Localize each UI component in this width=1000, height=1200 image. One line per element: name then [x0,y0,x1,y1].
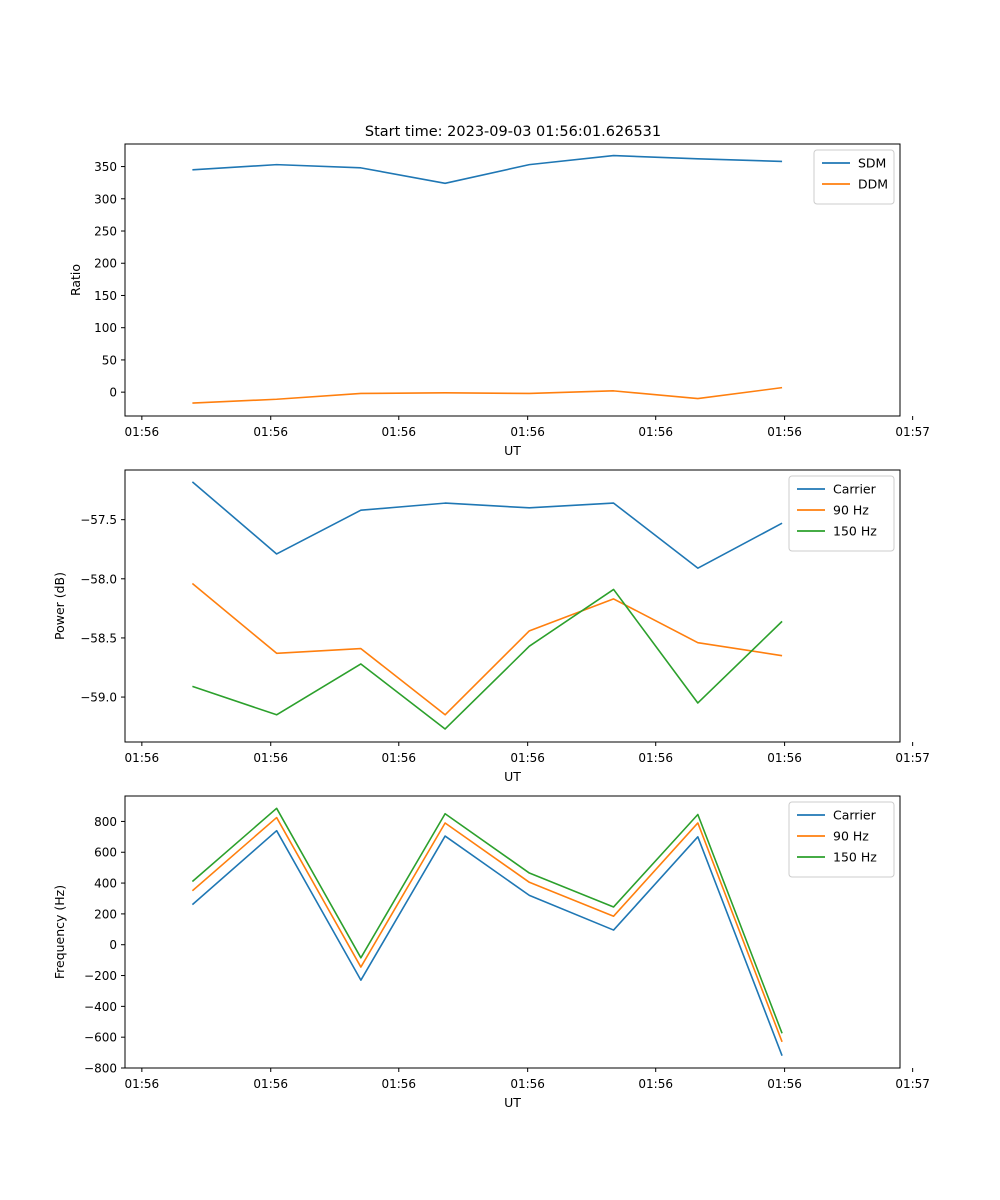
x-tick-label: 01:56 [638,751,673,765]
y-tick-label: 0 [109,938,117,952]
legend: Carrier 90 Hz 150 Hz [788,475,895,552]
y-axis-label: Power (dB) [52,572,67,640]
x-axis-label: UT [504,769,521,784]
axes-frame [124,143,901,417]
x-tick-label: 01:56 [125,425,160,439]
y-tick-label: 800 [94,815,117,829]
y-tick-label: 350 [94,160,117,174]
y-tick-label: 600 [94,846,117,860]
series-line-2 [191,816,783,1043]
legend: Carrier 90 Hz 150 Hz [788,801,895,878]
legend-label: Carrier [833,482,877,497]
series-line-2 [191,582,783,716]
y-tick-label: −57.5 [80,513,117,527]
series-line-2 [192,386,783,404]
subplots: 01:56 01:56 01:56 01:56 01:56 01:56 01:57 0 50 10… [52,143,930,1110]
x-axis-label: UT [504,1095,521,1110]
legend-label: Carrier [833,808,877,823]
y-tick-label: 400 [94,877,117,891]
y-tick-label: 50 [102,353,117,367]
x-tick-label: 01:56 [510,751,545,765]
legend-box [788,475,895,552]
series-line-3 [192,588,783,730]
y-tick-label: −58.5 [80,631,117,645]
axes-frame [124,795,901,1069]
x-tick-label: 01:56 [381,425,416,439]
x-tick-label: 01:56 [767,425,802,439]
x-tick-label: 01:56 [381,1077,416,1091]
legend-box [788,801,895,878]
legend-label: 90 Hz [833,829,869,844]
y-tick-label: 100 [94,321,117,335]
y-tick-label: −800 [84,1062,117,1076]
legend-label: DDM [858,177,888,192]
x-tick-label: 01:56 [253,751,288,765]
figure-title: Start time: 2023-09-03 01:56:01.626531 [365,124,661,140]
x-tick-label: 01:56 [125,1077,160,1091]
x-tick-label: 01:56 [125,751,160,765]
series-line-1 [191,829,783,1056]
x-tick-label: 01:57 [895,1077,930,1091]
y-axis-label: Frequency (Hz) [52,885,67,979]
x-tick-label: 01:56 [510,425,545,439]
y-tick-label: 200 [94,907,117,921]
subplot-2: 01:56 01:56 01:56 01:56 01:56 01:56 01:57 −59.0… [52,469,930,784]
y-tick-label: −600 [84,1031,117,1045]
x-tick-label: 01:56 [381,751,416,765]
x-tick-label: 01:56 [638,425,673,439]
series-line-1 [191,481,783,569]
legend-label: 90 Hz [833,503,869,518]
x-axis-label: UT [504,443,521,458]
series-line-3 [191,807,783,1034]
subplot-1: 01:56 01:56 01:56 01:56 01:56 01:56 01:57 0 50 10… [68,143,930,458]
axes-frame [124,469,901,743]
x-tick-label: 01:56 [638,1077,673,1091]
y-tick-label: −200 [84,969,117,983]
subplot-3: 01:56 01:56 01:56 01:56 01:56 01:56 01:57 −800 −… [52,795,930,1110]
legend-label: 150 Hz [833,524,877,539]
y-tick-label: −400 [84,1000,117,1014]
legend-label: SDM [858,156,886,171]
legend: SDM DDM [813,149,895,205]
y-tick-label: −59.0 [80,691,117,705]
y-tick-label: 200 [94,257,117,271]
x-tick-label: 01:57 [895,425,930,439]
y-tick-label: 300 [94,192,117,206]
x-tick-label: 01:56 [253,1077,288,1091]
x-tick-label: 01:56 [510,1077,545,1091]
x-tick-label: 01:56 [253,425,288,439]
y-tick-label: 150 [94,289,117,303]
y-tick-label: 0 [109,386,117,400]
x-tick-label: 01:57 [895,751,930,765]
x-tick-label: 01:56 [767,1077,802,1091]
y-tick-label: 250 [94,225,117,239]
legend-label: 150 Hz [833,850,877,865]
x-tick-label: 01:56 [767,751,802,765]
y-tick-label: −58.0 [80,572,117,586]
y-axis-label: Ratio [68,264,83,296]
series-line-1 [192,154,783,185]
